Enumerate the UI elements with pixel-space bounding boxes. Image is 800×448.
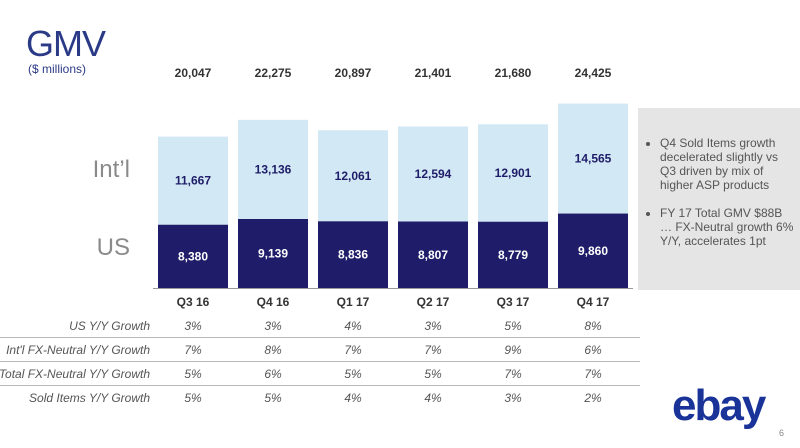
- us-bar: [398, 221, 468, 288]
- us-bar: [158, 224, 228, 288]
- row-divider: [0, 361, 640, 362]
- slide-title: GMV: [26, 23, 106, 64]
- us-value-label: 8,807: [418, 248, 448, 262]
- x-tick-label: Q4 16: [257, 295, 290, 309]
- row-divider: [0, 337, 640, 338]
- intl-value-label: 12,594: [415, 167, 452, 181]
- intl-bar: [558, 103, 628, 214]
- intl-value-label: 11,667: [175, 174, 211, 188]
- us-value-label: 8,380: [178, 249, 208, 263]
- metric-value: 4%: [424, 391, 442, 405]
- metric-value: 5%: [184, 391, 202, 405]
- page-number: 6: [779, 428, 785, 438]
- intl-value-label: 12,901: [495, 166, 532, 180]
- metric-value: 5%: [424, 367, 442, 381]
- x-tick-label: Q2 17: [417, 295, 450, 309]
- intl-bar: [158, 136, 228, 225]
- metric-value: 7%: [504, 367, 522, 381]
- us-value-label: 9,860: [578, 244, 608, 258]
- metric-value: 7%: [344, 343, 362, 357]
- metric-value: 8%: [264, 343, 282, 357]
- metric-label: US Y/Y Growth: [69, 319, 150, 333]
- intl-value-label: 13,136: [255, 162, 292, 176]
- metric-row: Sold Items Y/Y Growth 5% 5% 4% 4% 3% 2%: [0, 386, 640, 410]
- intl-bar: [238, 119, 308, 220]
- row-divider: [0, 385, 640, 386]
- intl-value-label: 14,565: [575, 152, 612, 166]
- ebay-logo: ebay: [672, 381, 766, 430]
- metric-value: 6%: [264, 367, 282, 381]
- metric-value: 3%: [424, 319, 442, 333]
- us-bar: [318, 221, 388, 288]
- x-tick-label: Q4 17: [577, 295, 610, 309]
- metric-value: 3%: [184, 319, 202, 333]
- metric-value: 7%: [424, 343, 442, 357]
- slide-subtitle: ($ millions): [28, 62, 87, 76]
- us-series-label: US: [96, 234, 130, 261]
- us-value-label: 8,836: [338, 248, 368, 262]
- metric-value: 2%: [584, 391, 602, 405]
- metric-row: Int'l FX-Neutral Y/Y Growth 7% 8% 7% 7% 9% 6%: [0, 338, 640, 362]
- metric-row: US Y/Y Growth 3% 3% 4% 3% 5% 8%: [0, 314, 640, 338]
- us-bar: [238, 219, 308, 288]
- metric-label: Int'l FX-Neutral Y/Y Growth: [6, 343, 150, 357]
- total-value-label: 21,401: [415, 66, 452, 80]
- metric-value: 4%: [344, 391, 362, 405]
- metric-value: 8%: [584, 319, 602, 333]
- intl-series-label: Int’l: [92, 156, 130, 183]
- us-bar: [478, 221, 548, 288]
- total-value-label: 21,680: [495, 66, 532, 80]
- metric-value: 3%: [504, 391, 522, 405]
- total-value-label: 20,047: [175, 66, 212, 80]
- x-tick-label: Q1 17: [337, 295, 370, 309]
- total-value-label: 24,425: [575, 66, 612, 80]
- metric-label: Total FX-Neutral Y/Y Growth: [0, 367, 150, 381]
- total-value-label: 20,897: [335, 66, 372, 80]
- gmv-stacked-bar-chart: 11,667 8,380 20,047 Q3 16 13,136 9,139 22,275 Q…: [153, 66, 633, 309]
- metric-value: 5%: [264, 391, 282, 405]
- metric-value: 5%: [504, 319, 522, 333]
- metric-value: 9%: [504, 343, 522, 357]
- metric-label: Sold Items Y/Y Growth: [29, 391, 150, 405]
- x-tick-label: Q3 17: [497, 295, 530, 309]
- note-item: Q4 Sold Items growth decelerated slightl…: [660, 136, 794, 192]
- metric-value: 7%: [584, 367, 602, 381]
- intl-bar: [318, 130, 388, 222]
- metric-value: 5%: [184, 367, 202, 381]
- intl-bar: [478, 124, 548, 222]
- us-bar: [558, 213, 628, 288]
- note-item: FY 17 Total GMV $88B … FX-Neutral growth…: [660, 206, 794, 248]
- us-value-label: 9,139: [258, 247, 288, 261]
- us-value-label: 8,779: [498, 248, 528, 262]
- metric-value: 4%: [344, 319, 362, 333]
- metric-value: 6%: [584, 343, 602, 357]
- notes-panel: Q4 Sold Items growth decelerated slightl…: [638, 108, 800, 290]
- metric-value: 3%: [264, 319, 282, 333]
- intl-value-label: 12,061: [335, 169, 372, 183]
- x-tick-label: Q3 16: [177, 295, 210, 309]
- total-value-label: 22,275: [255, 66, 292, 80]
- intl-bar: [398, 126, 468, 222]
- metric-value: 7%: [184, 343, 202, 357]
- metric-row: Total FX-Neutral Y/Y Growth 5% 6% 5% 5% 7% 7%: [0, 362, 640, 386]
- metric-value: 5%: [344, 367, 362, 381]
